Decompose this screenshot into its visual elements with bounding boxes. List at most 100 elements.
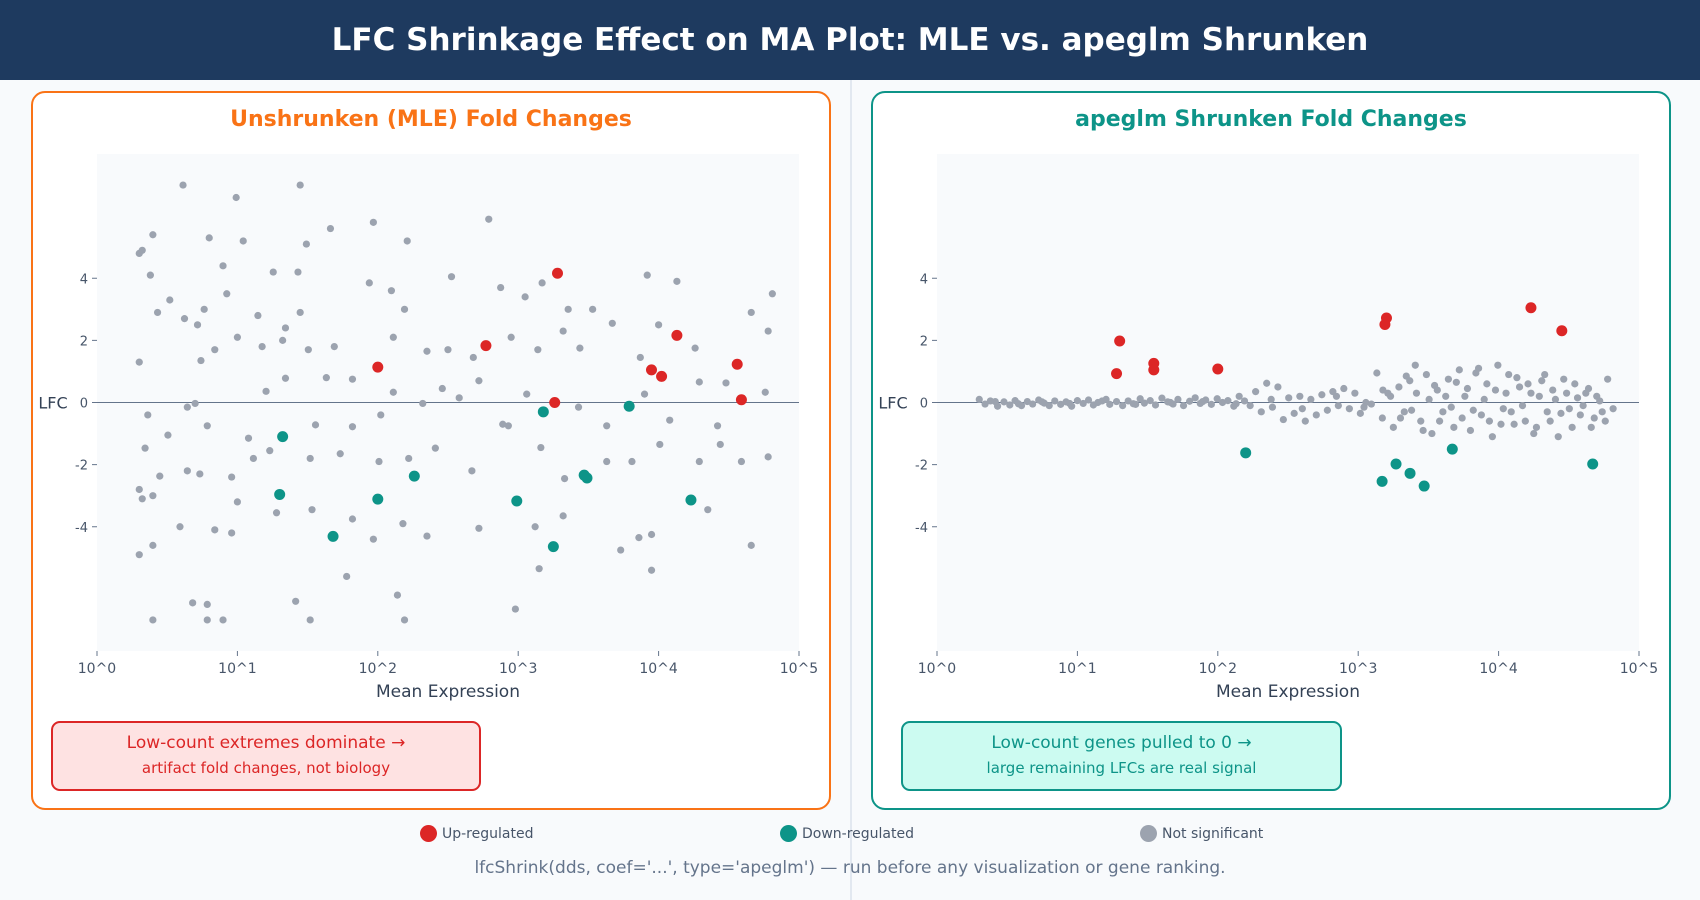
ns-point [1396,414,1405,422]
ns-point [180,315,189,323]
ns-point [1298,405,1306,413]
legend-item-ns: Not significant [1140,825,1263,842]
ns-point [1444,375,1453,383]
ns-point [1474,364,1483,372]
up-point [731,358,743,370]
ns-point [200,305,208,313]
ns-point [1442,392,1450,400]
ns-point [399,520,407,528]
ns-point [348,515,357,523]
ns-point [203,600,211,609]
ns-point [691,344,699,352]
ns-point [1373,369,1381,377]
ns-point [322,374,330,382]
ns-point [375,457,383,466]
down-point [623,400,635,412]
ns-point [1389,423,1397,431]
y-tick-label: 2 [80,334,88,349]
ns-point [272,509,281,517]
ns-point [1584,384,1593,393]
ns-point [1378,414,1386,422]
ns-point [1587,423,1595,431]
ns-point [1218,398,1227,407]
ns-point [330,342,338,351]
ns-point [1006,401,1014,409]
ns-point [438,384,446,393]
down-point [547,541,559,553]
up-point [549,397,561,408]
panel-divider [850,80,852,900]
ns-point [455,394,463,402]
ns-point [656,440,664,449]
ns-point [1318,391,1326,399]
ns-point [258,342,266,351]
ns-point [211,526,219,534]
ns-point [193,321,202,329]
ns-point [1579,402,1587,410]
ns-point [1351,389,1359,397]
ns-point [1029,400,1037,408]
mle-callout-line1: Low-count extremes dominate → [126,733,406,753]
mle-ma-plot: 4 2 0 -2 -4 LFC 10^0 10^1 10^2 10^3 10^4 10^5 Mean E… [38,154,818,702]
ns-point [403,237,411,245]
legend-label: Down-regulated [802,825,914,842]
ns-point [1356,409,1364,417]
ns-point [1323,406,1331,414]
ns-point [389,388,397,396]
ns-point [1263,379,1271,387]
down-point [685,494,697,506]
ns-dot-icon [1140,825,1157,842]
ns-point [695,378,703,386]
mle-panel: Unshrunken (MLE) Fold Changes 4 2 0 -2 -4 LFC… [31,91,831,810]
ns-point [1573,394,1582,402]
ns-point [196,470,204,478]
ns-point [423,347,431,355]
x-tick-label: 10^3 [499,661,537,677]
ns-point [219,262,227,270]
ns-point [1466,426,1475,435]
y-axis-label: LFC [38,394,67,413]
ns-point [1458,414,1466,422]
ns-point [975,395,983,403]
ns-point [233,498,241,506]
ns-point [695,457,703,466]
ns-point [538,279,546,287]
ns-point [144,411,152,419]
ns-point [1400,408,1408,416]
ns-point [1166,398,1175,407]
ns-point [1507,408,1515,416]
ns-point [228,529,236,537]
ns-point [531,523,539,531]
up-point [480,340,492,352]
ns-point [1430,381,1439,390]
down-point [537,406,549,418]
ns-point [1598,408,1606,416]
ns-point [1191,394,1199,402]
ns-point [1213,395,1221,403]
y-tick-label: 4 [920,272,928,287]
ns-point [1132,400,1140,408]
ns-point [1596,397,1604,405]
ns-point [1066,399,1074,408]
ns-point [444,346,452,354]
up-point [671,329,683,341]
down-point [511,495,523,507]
ns-point [608,319,616,327]
ns-point [1557,409,1565,417]
ns-point [1112,397,1121,406]
ns-point [189,599,197,607]
ns-point [389,333,397,341]
ns-point [431,444,439,452]
ns-point [1084,396,1093,404]
up-dot-icon [420,825,437,842]
ns-point [387,287,396,295]
ns-point [737,457,746,466]
down-point [1376,475,1388,487]
ns-point [141,444,149,452]
ns-point [400,305,409,313]
ns-point [1240,397,1249,405]
ns-point [589,305,597,313]
legend-item-up: Up-regulated [420,825,533,842]
ns-point [1360,403,1368,411]
ns-point [1562,389,1571,397]
